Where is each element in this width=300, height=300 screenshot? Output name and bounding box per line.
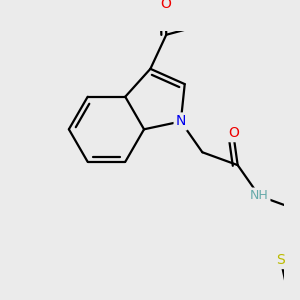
Text: S: S	[276, 253, 285, 267]
Text: N: N	[176, 115, 186, 128]
Text: NH: NH	[250, 189, 268, 203]
Text: O: O	[160, 0, 171, 11]
Text: O: O	[228, 126, 238, 140]
